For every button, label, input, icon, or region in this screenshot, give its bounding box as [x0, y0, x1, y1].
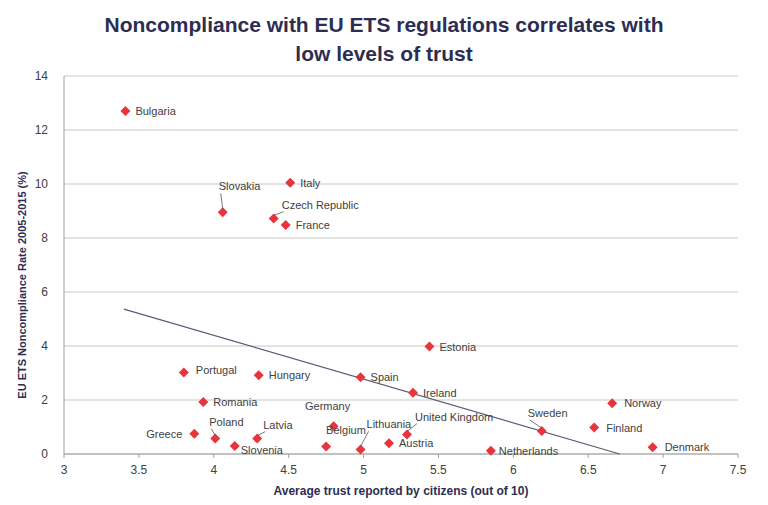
point — [252, 434, 262, 444]
title-line: Noncompliance with EU ETS regulations co… — [105, 13, 664, 36]
leader-line — [257, 432, 265, 436]
x-tick-label: 5 — [360, 463, 367, 477]
point-label: Czech Republic — [282, 199, 360, 211]
point — [269, 214, 279, 224]
point-label: Germany — [305, 400, 351, 412]
grid-line — [64, 346, 738, 347]
point — [537, 426, 547, 436]
grid-line — [64, 454, 738, 455]
grid-line — [64, 292, 738, 293]
y-tick-label: 6 — [41, 285, 48, 299]
point-label: Belgium — [326, 424, 366, 436]
x-axis-title: Average trust reported by citizens (out … — [274, 484, 529, 498]
y-tick-label: 2 — [41, 393, 48, 407]
point-label: France — [296, 219, 330, 231]
point-label: Portugal — [196, 364, 237, 376]
y-tick-label: 12 — [35, 123, 49, 137]
x-axis — [64, 454, 738, 455]
point — [254, 370, 264, 380]
x-tick-label: 5.5 — [430, 463, 447, 477]
title: Noncompliance with EU ETS regulations co… — [105, 13, 664, 65]
x-tick — [588, 454, 589, 458]
point-label: Finland — [606, 422, 642, 434]
point-label: Austria — [399, 437, 434, 449]
y-tick-label: 0 — [41, 447, 48, 461]
point — [408, 388, 418, 398]
point — [120, 106, 130, 116]
point-label: United Kingdom — [415, 411, 493, 423]
point-label: Lithuania — [367, 418, 413, 430]
point — [356, 372, 366, 382]
point — [321, 441, 331, 451]
point — [285, 178, 295, 188]
point-label: Romania — [213, 396, 258, 408]
point — [486, 446, 496, 456]
plot-marks — [120, 106, 657, 456]
x-tick-label: 3.5 — [131, 463, 148, 477]
x-tick-label: 4 — [210, 463, 217, 477]
x-tick — [288, 454, 289, 458]
point — [179, 367, 189, 377]
point — [607, 398, 617, 408]
point-label: Denmark — [665, 441, 710, 453]
leader-line — [530, 420, 542, 428]
point — [384, 438, 394, 448]
x-tick — [438, 454, 439, 458]
point — [198, 397, 208, 407]
point-label: Norway — [624, 397, 662, 409]
point-label: Slovakia — [219, 180, 261, 192]
x-tick — [138, 454, 139, 458]
point — [189, 429, 199, 439]
point-label: Ireland — [423, 387, 457, 399]
point-label: Bulgaria — [135, 105, 176, 117]
point — [230, 441, 240, 451]
leader-line — [407, 424, 417, 432]
grid-line — [64, 130, 738, 131]
point-label: Spain — [371, 371, 399, 383]
point — [281, 220, 291, 230]
x-tick — [663, 454, 664, 458]
point-label: Hungary — [269, 369, 311, 381]
point-label: Slovenia — [241, 444, 284, 456]
point — [648, 442, 658, 452]
grid-line — [64, 184, 738, 185]
point-labels: Bulgaria Italy Slovakia Czech Republic Franc… — [135, 105, 709, 457]
x-tick — [738, 454, 739, 458]
point-label: Estonia — [439, 341, 477, 353]
chart: Noncompliance with EU ETS regulations co… — [0, 0, 768, 505]
x-tick-label: 4.5 — [280, 463, 297, 477]
y-tick-label: 4 — [41, 339, 48, 353]
title-line: low levels of trust — [295, 42, 472, 65]
point-label: Netherlands — [499, 445, 559, 457]
x-tick-label: 7 — [660, 463, 667, 477]
point-label: Greece — [146, 428, 182, 440]
point — [589, 423, 599, 433]
x-tick — [213, 454, 214, 458]
leader-line — [221, 193, 223, 209]
grid-line — [64, 238, 738, 239]
x-tick-label: 7.5 — [730, 463, 747, 477]
point-label: Poland — [209, 416, 243, 428]
y-tick-label: 10 — [35, 177, 49, 191]
x-tick — [363, 454, 364, 458]
y-axis — [64, 76, 65, 454]
x-tick-label: 6 — [510, 463, 517, 477]
point — [424, 342, 434, 352]
point-label: Italy — [300, 177, 321, 189]
x-tick-label: 3 — [61, 463, 68, 477]
leader-line — [274, 212, 284, 216]
leader-line — [211, 429, 215, 436]
y-tick-label: 14 — [35, 69, 49, 83]
point-label: Latvia — [263, 419, 293, 431]
trend-line — [124, 309, 620, 454]
y-tick-label: 8 — [41, 231, 48, 245]
grid-line — [64, 76, 738, 77]
y-axis-title: EU ETS Noncompliance Rate 2005-2015 (%) — [16, 171, 28, 399]
point-label: Sweden — [528, 407, 568, 419]
x-tick — [64, 454, 65, 458]
x-tick-label: 6.5 — [580, 463, 597, 477]
